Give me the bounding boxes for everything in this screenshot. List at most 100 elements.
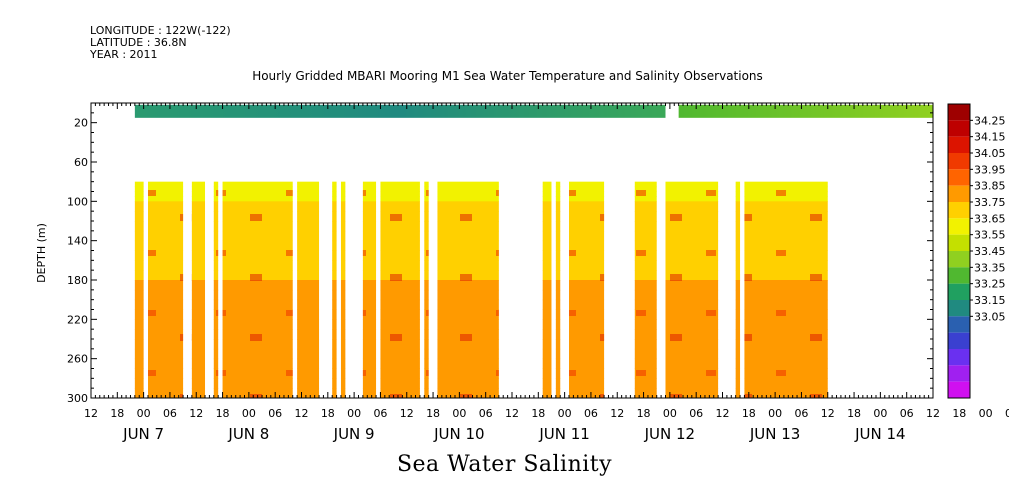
deep-segment <box>569 181 605 399</box>
colorbar-cell <box>948 120 970 137</box>
x-tick-label: 18 <box>110 407 124 420</box>
colorbar-cell <box>948 185 970 202</box>
x-tick-label: 12 <box>716 407 730 420</box>
deep-segment <box>213 181 219 399</box>
x-tick-label: 06 <box>900 407 914 420</box>
y-tick-label: 100 <box>67 195 88 208</box>
colorbar-label: 33.35 <box>974 261 1006 274</box>
x-tick-label: 06 <box>584 407 598 420</box>
x-day-label: JUN 7 <box>122 425 164 443</box>
colorbar-cell <box>948 136 970 153</box>
x-day-label: JUN 8 <box>227 425 269 443</box>
x-tick-label: 06 <box>689 407 703 420</box>
surface-segment <box>678 104 933 118</box>
deep-layer <box>134 181 828 399</box>
x-day-label: JUN 14 <box>854 425 905 443</box>
deep-segment <box>744 181 828 399</box>
deep-segment <box>634 181 657 399</box>
x-tick-label: 18 <box>321 407 335 420</box>
x-day-label: JUN 9 <box>333 425 375 443</box>
x-tick-label: 12 <box>84 407 98 420</box>
y-tick-label: 220 <box>67 313 88 326</box>
x-tick-label: 12 <box>821 407 835 420</box>
colorbar-cell <box>948 300 970 317</box>
colorbar-cell <box>948 332 970 349</box>
colorbar-cell <box>948 267 970 284</box>
colorbar-cell <box>948 104 970 121</box>
colorbar-cell <box>948 316 970 333</box>
colorbar-cell <box>948 202 970 219</box>
colorbar-cell <box>948 153 970 170</box>
chart-title: Hourly Gridded MBARI Mooring M1 Sea Wate… <box>252 69 763 83</box>
deep-segment <box>332 181 337 399</box>
x-tick-label: 12 <box>189 407 203 420</box>
deep-segment <box>340 181 346 399</box>
x-tick-label: 18 <box>952 407 966 420</box>
x-tick-label: 00 <box>979 407 993 420</box>
x-tick-label: 00 <box>137 407 151 420</box>
colorbar-label: 34.15 <box>974 131 1006 144</box>
deep-segment <box>222 181 293 399</box>
deep-segment <box>148 181 184 399</box>
x-tick-label: 00 <box>663 407 677 420</box>
x-axis: 12 18 00 06 12 18 00 06 12 18 00 06 12 18 00 06 12 18 00 06… <box>84 103 1009 443</box>
deep-segment <box>555 181 561 399</box>
x-day-label: JUN 12 <box>644 425 695 443</box>
x-tick-label: 06 <box>479 407 493 420</box>
colorbar-cell <box>948 169 970 186</box>
y-axis-label: DEPTH (m) <box>35 223 48 283</box>
colorbar-label: 33.45 <box>974 245 1006 258</box>
colorbar-cell <box>948 349 970 366</box>
deep-segment <box>134 181 144 399</box>
x-tick-label: 18 <box>637 407 651 420</box>
deep-segment <box>665 181 719 399</box>
deep-segment <box>542 181 552 399</box>
x-tick-label: 06 <box>794 407 808 420</box>
colorbar: 34.25 34.15 34.05 33.95 33.85 33.75 33.65 33.55… <box>947 103 1006 399</box>
colorbar-label: 33.55 <box>974 229 1006 242</box>
colorbar-label: 34.05 <box>974 147 1006 160</box>
x-tick-label: 18 <box>742 407 756 420</box>
x-tick-label: 06 <box>163 407 177 420</box>
x-day-label: JUN 10 <box>433 425 484 443</box>
y-tick-label: 180 <box>67 274 88 287</box>
y-tick-label: 20 <box>74 117 88 130</box>
x-tick-label: 18 <box>426 407 440 420</box>
colorbar-label: 34.25 <box>974 114 1006 127</box>
surface-segment <box>134 104 666 118</box>
colorbar-label: 33.75 <box>974 196 1006 209</box>
x-tick-label: 00 <box>873 407 887 420</box>
x-tick-label: 12 <box>505 407 519 420</box>
x-tick-label: 18 <box>847 407 861 420</box>
deep-segment <box>424 181 429 399</box>
x-tick-label: 06 <box>1005 407 1009 420</box>
colorbar-label: 33.15 <box>974 294 1006 307</box>
deep-segment <box>380 181 420 399</box>
deep-segment <box>437 181 499 399</box>
colorbar-cell <box>948 381 970 398</box>
colorbar-cell <box>948 251 970 268</box>
x-tick-label: 06 <box>268 407 282 420</box>
x-tick-label: 00 <box>347 407 361 420</box>
colorbar-cell <box>948 283 970 300</box>
colorbar-label: 33.95 <box>974 163 1006 176</box>
deep-segment <box>362 181 377 399</box>
y-tick-label: 300 <box>67 392 88 405</box>
x-tick-label: 12 <box>926 407 940 420</box>
x-tick-label: 00 <box>558 407 572 420</box>
colorbar-cell <box>948 365 970 382</box>
x-tick-label: 00 <box>768 407 782 420</box>
longitude-text: LONGITUDE : 122W(-122) <box>90 24 231 37</box>
x-tick-label: 00 <box>242 407 256 420</box>
x-day-label: JUN 11 <box>538 425 589 443</box>
deep-segment <box>297 181 320 399</box>
y-tick-label: 60 <box>74 156 88 169</box>
y-tick-label: 260 <box>67 353 88 366</box>
year-text: YEAR : 2011 <box>90 48 158 61</box>
variable-label: Sea Water Salinity <box>396 452 613 477</box>
colorbar-label: 33.85 <box>974 180 1006 193</box>
x-tick-label: 12 <box>610 407 624 420</box>
deep-segment <box>735 181 741 399</box>
x-day-label: JUN 13 <box>749 425 800 443</box>
